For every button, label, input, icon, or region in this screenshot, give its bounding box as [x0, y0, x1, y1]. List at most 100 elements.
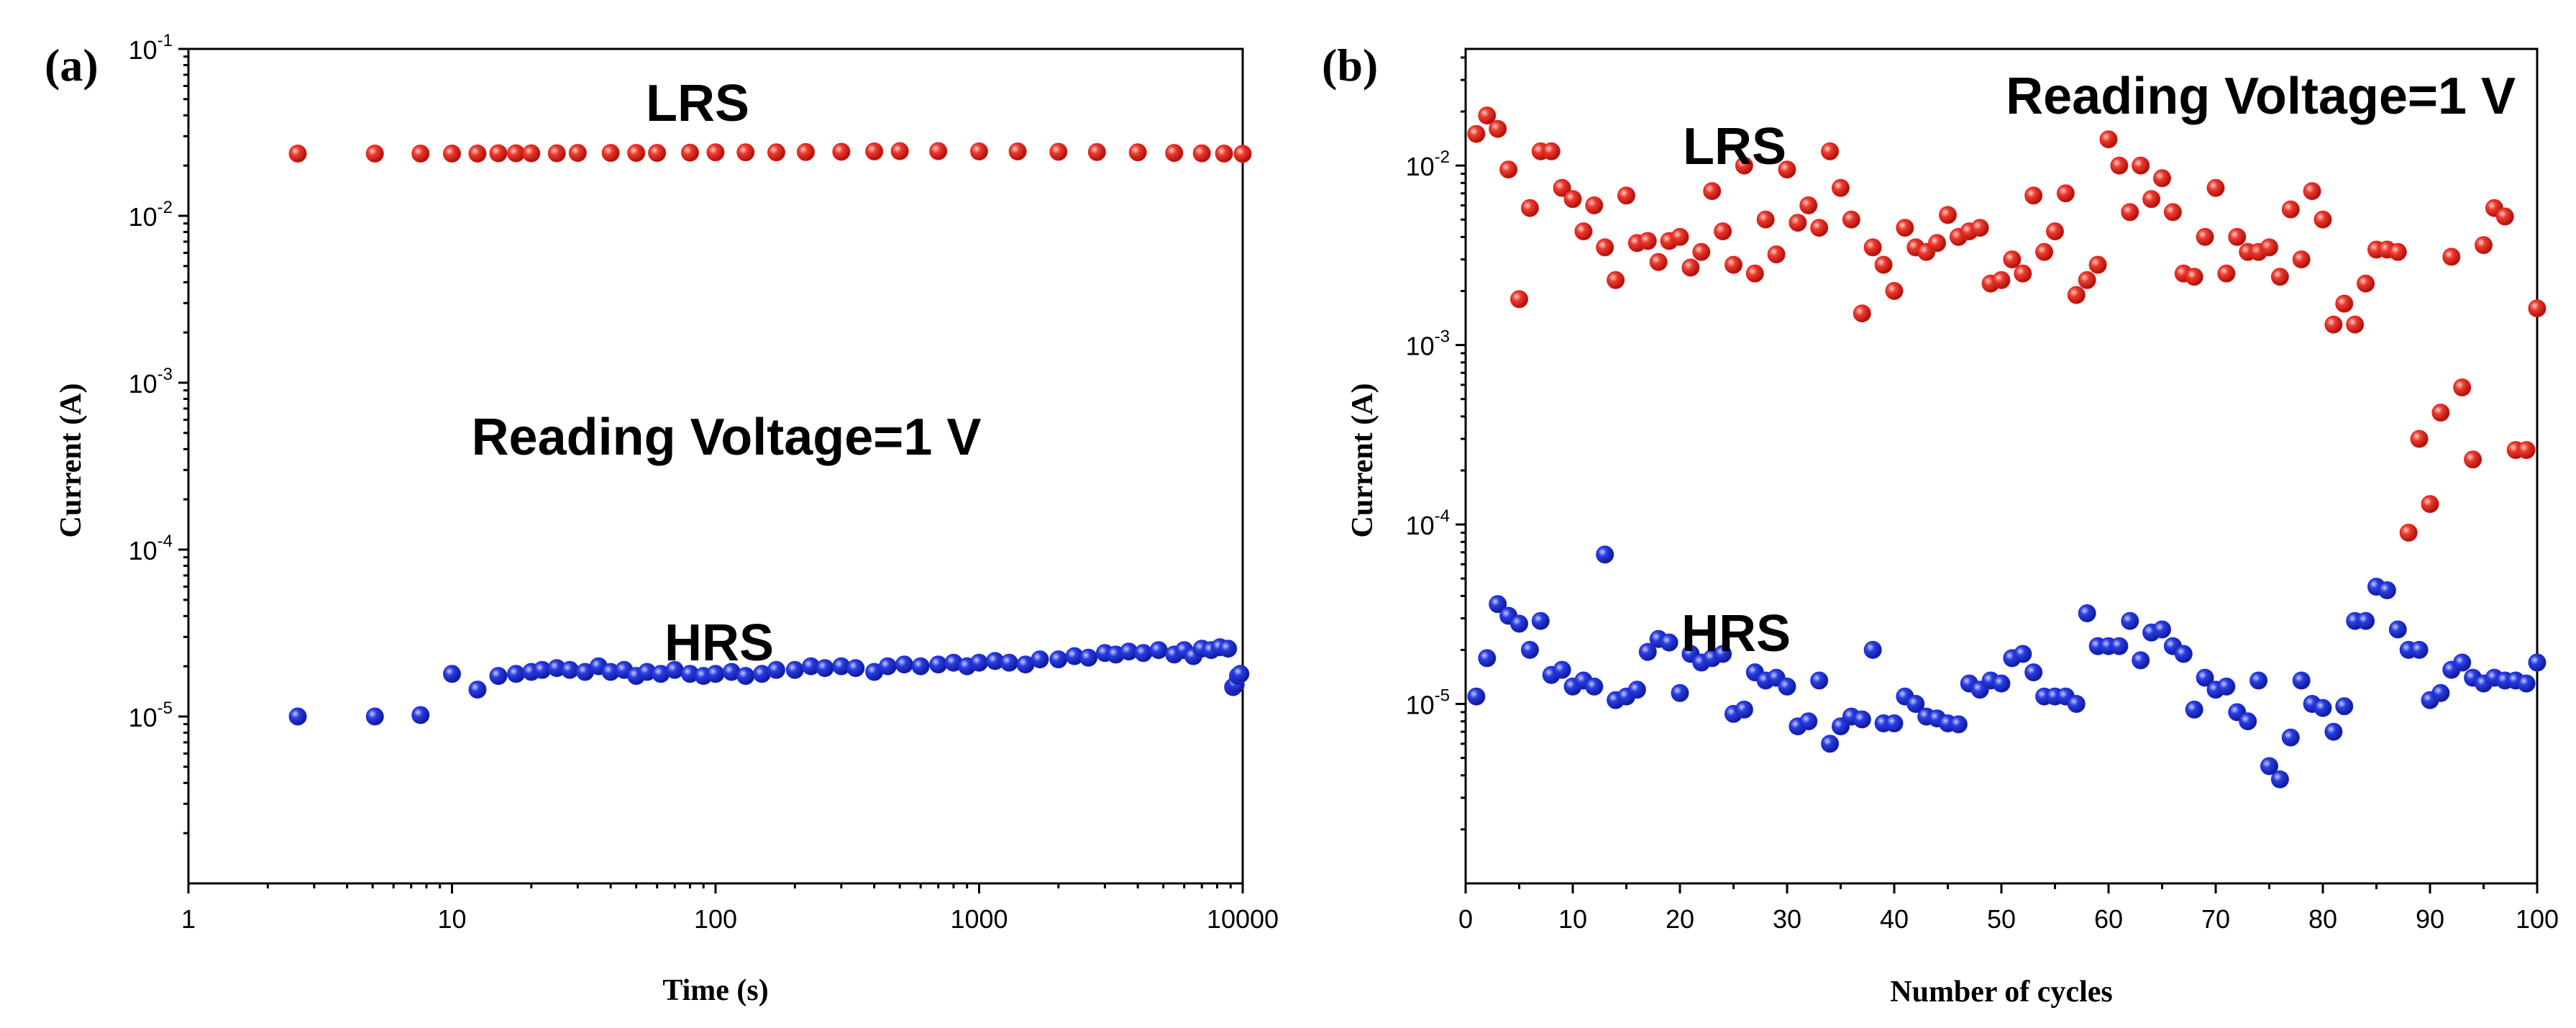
data-point-hrs — [929, 655, 948, 674]
annotation-hrs-a: HRS — [664, 614, 774, 672]
x-tick-label: 50 — [1987, 904, 2016, 934]
panel-b-y-axis-title: Current (A) — [1346, 383, 1379, 537]
data-point-hrs — [1231, 665, 1250, 683]
data-point-hrs — [2014, 645, 2032, 663]
data-point-lrs — [1574, 222, 1593, 241]
data-point-hrs — [468, 681, 487, 699]
y-tick-label: 10-5 — [129, 699, 173, 732]
data-point-hrs — [1799, 712, 1818, 731]
x-tick-label: 10 — [1558, 904, 1587, 934]
data-point-lrs — [1596, 238, 1614, 257]
data-point-lrs — [2163, 203, 2182, 222]
data-point-lrs — [1553, 178, 1571, 197]
data-point-lrs — [2399, 524, 2418, 542]
annotation-lrs-b: LRS — [1683, 118, 1786, 176]
panel-a-data-points — [288, 142, 1252, 726]
data-point-hrs — [1671, 683, 1689, 702]
data-point-lrs — [1008, 142, 1027, 160]
data-point-hrs — [2196, 668, 2214, 687]
data-point-hrs — [2260, 757, 2278, 775]
data-point-lrs — [767, 143, 785, 162]
data-point-hrs — [1735, 700, 1753, 719]
data-point-hrs — [560, 660, 579, 679]
data-point-lrs — [1970, 219, 1989, 237]
data-point-hrs — [1553, 660, 1571, 679]
data-point-lrs — [1478, 106, 1497, 125]
data-point-lrs — [1563, 190, 1582, 209]
data-point-hrs — [1510, 614, 1528, 633]
data-point-lrs — [1649, 253, 1668, 271]
data-point-hrs — [1531, 611, 1550, 630]
data-point-lrs — [2442, 247, 2461, 266]
data-point-lrs — [443, 145, 461, 163]
data-point-lrs — [929, 142, 948, 160]
data-point-hrs — [1778, 677, 1796, 696]
data-point-hrs — [411, 706, 430, 724]
data-point-lrs — [2099, 130, 2118, 149]
annotation-hrs-b: HRS — [1681, 605, 1791, 663]
data-point-lrs — [1617, 186, 1635, 205]
data-point-lrs — [2314, 210, 2332, 229]
data-point-lrs — [2056, 184, 2075, 203]
data-point-lrs — [1767, 245, 1786, 264]
data-point-lrs — [2495, 207, 2514, 226]
data-point-lrs — [2281, 200, 2300, 219]
panel-a-x-axis-title: Time (s) — [662, 974, 768, 1007]
data-point-lrs — [2270, 268, 2289, 286]
data-point-hrs — [1489, 595, 1507, 614]
data-point-hrs — [816, 659, 834, 678]
y-tick-label: 10-1 — [129, 31, 173, 65]
data-point-hrs — [489, 667, 508, 686]
data-point-lrs — [2346, 315, 2365, 334]
data-point-lrs — [2217, 264, 2236, 283]
data-point-hrs — [2250, 671, 2268, 690]
data-point-hrs — [1949, 715, 1968, 734]
data-point-lrs — [865, 142, 884, 160]
data-point-hrs — [2078, 604, 2096, 622]
data-point-lrs — [547, 144, 566, 163]
data-point-lrs — [1778, 160, 1796, 179]
data-point-hrs — [1031, 650, 1049, 669]
data-point-hrs — [1821, 734, 1840, 753]
data-point-lrs — [365, 145, 384, 163]
data-point-hrs — [1810, 671, 1829, 690]
x-tick-label: 30 — [1773, 904, 1801, 934]
panel-a-label: (a) — [45, 40, 99, 91]
panel-b-data-points — [1467, 106, 2547, 788]
x-tick-label: 80 — [2308, 904, 2337, 934]
data-point-hrs — [911, 657, 930, 676]
data-point-lrs — [288, 145, 307, 163]
data-point-lrs — [2324, 315, 2343, 334]
data-point-lrs — [1671, 227, 1689, 246]
data-point-hrs — [1049, 650, 1068, 669]
annotation-reading-voltage-a: Reading Voltage=1 V — [472, 409, 982, 466]
data-point-lrs — [2110, 156, 2129, 175]
data-point-lrs — [832, 142, 851, 161]
panel-b-cycling-chart: (b) 0 10 20 30 40 50 60 70 80 90 100 10-210-310-41… — [1322, 40, 2559, 1009]
data-point-lrs — [1703, 182, 1722, 201]
data-point-lrs — [1233, 145, 1252, 163]
data-point-lrs — [2078, 270, 2096, 289]
data-point-lrs — [2453, 378, 2472, 397]
y-tick-label: 10-3 — [1406, 327, 1450, 361]
data-point-hrs — [2410, 640, 2429, 659]
data-point-lrs — [890, 142, 909, 160]
data-point-lrs — [1049, 142, 1068, 161]
data-point-hrs — [365, 707, 384, 726]
data-point-lrs — [1928, 234, 1947, 253]
data-point-lrs — [1832, 178, 1850, 197]
panel-a-annotations: LRS Reading Voltage=1 V HRS — [472, 75, 982, 672]
y-tick-label: 10-5 — [1406, 686, 1450, 720]
data-point-lrs — [1215, 145, 1233, 163]
data-point-lrs — [2260, 238, 2278, 257]
data-point-hrs — [1219, 640, 1238, 658]
x-tick-label: 40 — [1880, 904, 1909, 934]
data-point-lrs — [1520, 199, 1539, 217]
data-point-lrs — [2088, 255, 2107, 274]
series-lrs — [1467, 106, 2547, 542]
data-point-lrs — [2431, 404, 2450, 422]
y-tick-label: 10-2 — [1406, 147, 1450, 181]
x-tick-label: 100 — [2516, 904, 2559, 934]
data-point-lrs — [706, 143, 725, 162]
data-point-hrs — [2517, 674, 2536, 693]
